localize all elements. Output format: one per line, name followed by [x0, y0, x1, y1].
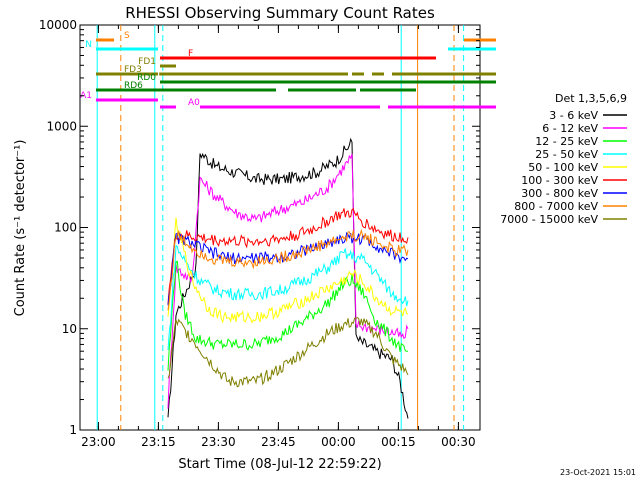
legend-label-8: 7000 - 15000 keV [500, 213, 598, 226]
flag-label-8: A0 [188, 98, 200, 108]
footer-date: 23-Oct-2021 15:01 [560, 468, 636, 477]
y-tick-label-1: 10 [62, 322, 77, 336]
legend-label-1: 6 - 12 keV [542, 122, 598, 135]
legend-title: Det 1,3,5,6,9 [555, 92, 627, 105]
legend-label-4: 50 - 100 keV [528, 161, 598, 174]
y-tick-label-4: 10000 [39, 18, 77, 32]
x-tick-label-2: 23:30 [201, 435, 236, 449]
flag-label-3: FD1 [138, 57, 156, 67]
flag-label-0: S [124, 31, 130, 41]
flag-label-5: RD0 [137, 73, 156, 83]
chart-title: RHESSI Observing Summary Count Rates [125, 4, 435, 22]
x-tick-label-5: 00:15 [381, 435, 416, 449]
x-tick-label-6: 00:30 [441, 435, 476, 449]
series-1-line [167, 153, 409, 409]
flag-label-1: N [85, 40, 92, 50]
series-3-line [167, 244, 409, 351]
axes: 1 10 100 1000 10000 23:00 23:15 23:30 23:45 00:00… [39, 18, 480, 449]
series-8-line [167, 317, 409, 388]
legend-label-5: 100 - 300 keV [521, 174, 598, 187]
series-layer [167, 137, 409, 419]
y-axis-label: Count Rate (s⁻¹ detector⁻¹) [13, 140, 28, 317]
legend-label-7: 800 - 7000 keV [514, 200, 598, 213]
flag-label-6: RD6 [124, 81, 143, 91]
flag-label-4: FD3 [124, 65, 142, 75]
legend-label-0: 3 - 6 keV [549, 109, 598, 122]
flag-label-2: F [188, 49, 193, 59]
y-tick-label-3: 1000 [46, 119, 77, 133]
x-tick-label-1: 23:15 [141, 435, 176, 449]
series-0-line [167, 137, 409, 419]
series-4-line [167, 217, 409, 324]
legend-label-3: 25 - 50 keV [535, 148, 598, 161]
series-7-line [167, 228, 409, 311]
x-axis-label: Start Time (08-Jul-12 22:59:22) [178, 457, 381, 472]
flag-label-7: A1 [80, 91, 92, 101]
series-2-line [167, 260, 409, 371]
x-tick-label-4: 00:00 [321, 435, 356, 449]
y-tick-label-0: 1 [69, 423, 77, 437]
series-5-line [167, 208, 409, 304]
x-tick-label-0: 23:00 [81, 435, 116, 449]
x-tick-label-3: 23:45 [261, 435, 296, 449]
y-tick-label-2: 100 [54, 221, 77, 235]
vertical-markers [96, 25, 465, 430]
legend-label-6: 300 - 800 keV [521, 187, 598, 200]
legend-label-2: 12 - 25 keV [535, 135, 598, 148]
